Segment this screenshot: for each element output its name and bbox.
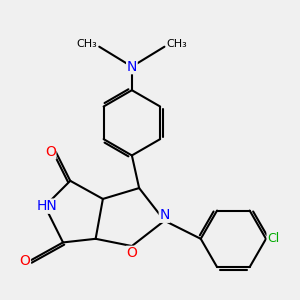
Text: O: O [126,246,137,260]
Text: O: O [20,254,30,268]
Text: Cl: Cl [267,232,279,245]
Text: N: N [127,60,137,74]
Text: N: N [159,208,170,222]
Text: O: O [45,145,56,159]
Text: HN: HN [36,199,57,213]
Text: CH₃: CH₃ [166,39,187,49]
Text: CH₃: CH₃ [77,39,98,49]
